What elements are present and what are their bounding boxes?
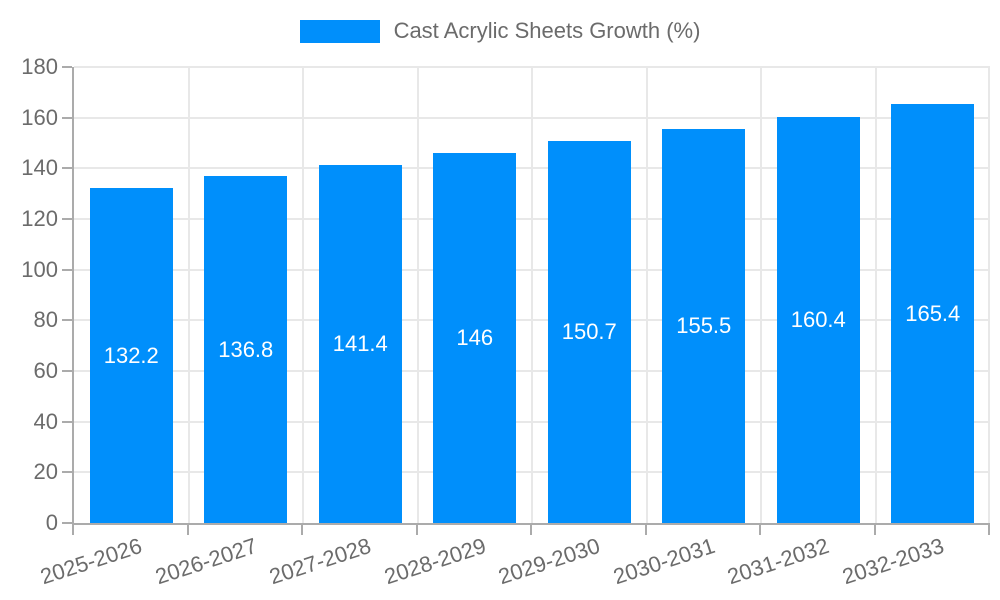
y-tick	[62, 420, 72, 423]
y-axis-label: 180	[21, 54, 58, 79]
bar-2028-2029[interactable]: 146	[433, 153, 517, 523]
x-axis-label: 2026-2027	[151, 533, 260, 590]
x-tick	[873, 525, 876, 535]
x-axis-label: 2027-2028	[266, 533, 374, 590]
y-axis-label: 100	[21, 256, 58, 282]
y-tick	[62, 116, 72, 119]
bar-2027-2028[interactable]: 141.4	[318, 164, 402, 523]
y-tick	[62, 370, 72, 372]
x-tick	[530, 525, 532, 535]
x-axis-label: 2030-2031	[609, 533, 718, 590]
plot-area: 132.2 136.8 141.4 146 150.7 155.5 160.4 165.4	[72, 66, 990, 525]
gridline-v	[645, 67, 648, 523]
legend: Cast Acrylic Sheets Growth (%)	[0, 18, 1000, 44]
y-tick	[62, 471, 72, 474]
y-axis-label: 20	[33, 459, 58, 485]
bar-value-label: 132.2	[103, 342, 159, 368]
bar-2031-2032[interactable]: 160.4	[776, 116, 860, 523]
y-axis-label: 0	[45, 510, 58, 535]
bar-value-label: 155.5	[676, 313, 732, 339]
y-axis-label: 60	[33, 358, 58, 383]
y-tick	[62, 268, 72, 271]
x-axis-label: 2032-2033	[838, 533, 947, 590]
bar-2025-2026[interactable]: 132.2	[89, 188, 173, 523]
bar-value-label: 160.4	[790, 306, 846, 332]
y-tick	[62, 218, 72, 220]
x-tick	[186, 525, 189, 535]
x-axis-label: 2031-2032	[724, 533, 832, 590]
y-axis-label: 120	[21, 206, 58, 231]
x-tick	[644, 525, 647, 535]
gridline-v	[988, 67, 990, 523]
x-axis-label: 2029-2030	[495, 533, 603, 590]
legend-swatch	[299, 19, 380, 43]
legend-label: Cast Acrylic Sheets Growth (%)	[393, 18, 701, 43]
x-tick	[301, 525, 303, 535]
y-axis-label: 40	[33, 408, 58, 434]
y-axis-label: 140	[21, 155, 58, 181]
legend-item[interactable]: Cast Acrylic Sheets Growth (%)	[299, 18, 701, 44]
x-tick	[759, 525, 761, 535]
y-tick	[62, 522, 72, 524]
bar-value-label: 136.8	[218, 336, 274, 362]
y-tick	[62, 167, 72, 170]
y-tick	[62, 319, 72, 322]
y-axis-label: 80	[33, 307, 58, 333]
x-tick	[72, 525, 74, 535]
bar-2030-2031[interactable]: 155.5	[662, 129, 746, 523]
x-tick	[415, 525, 418, 535]
bar-value-label: 141.4	[332, 330, 388, 356]
gridline-v	[187, 67, 190, 523]
x-tick	[988, 525, 990, 535]
y-tick	[62, 66, 72, 68]
gridline-v	[760, 67, 762, 523]
bar-value-label: 165.4	[905, 300, 961, 326]
bar-2029-2030[interactable]: 150.7	[547, 141, 631, 523]
bar-value-label: 146	[456, 325, 494, 351]
gridline-v	[302, 67, 304, 523]
bar-2032-2033[interactable]: 165.4	[891, 104, 975, 523]
gridline-v	[531, 67, 533, 523]
x-axis-label: 2025-2026	[37, 533, 145, 590]
gridline-v	[874, 67, 877, 523]
gridline-v	[416, 67, 419, 523]
bar-value-label: 150.7	[561, 319, 617, 345]
y-axis-label: 160	[21, 104, 58, 130]
x-axis-label: 2028-2029	[380, 533, 489, 590]
bar-2026-2027[interactable]: 136.8	[204, 176, 288, 523]
